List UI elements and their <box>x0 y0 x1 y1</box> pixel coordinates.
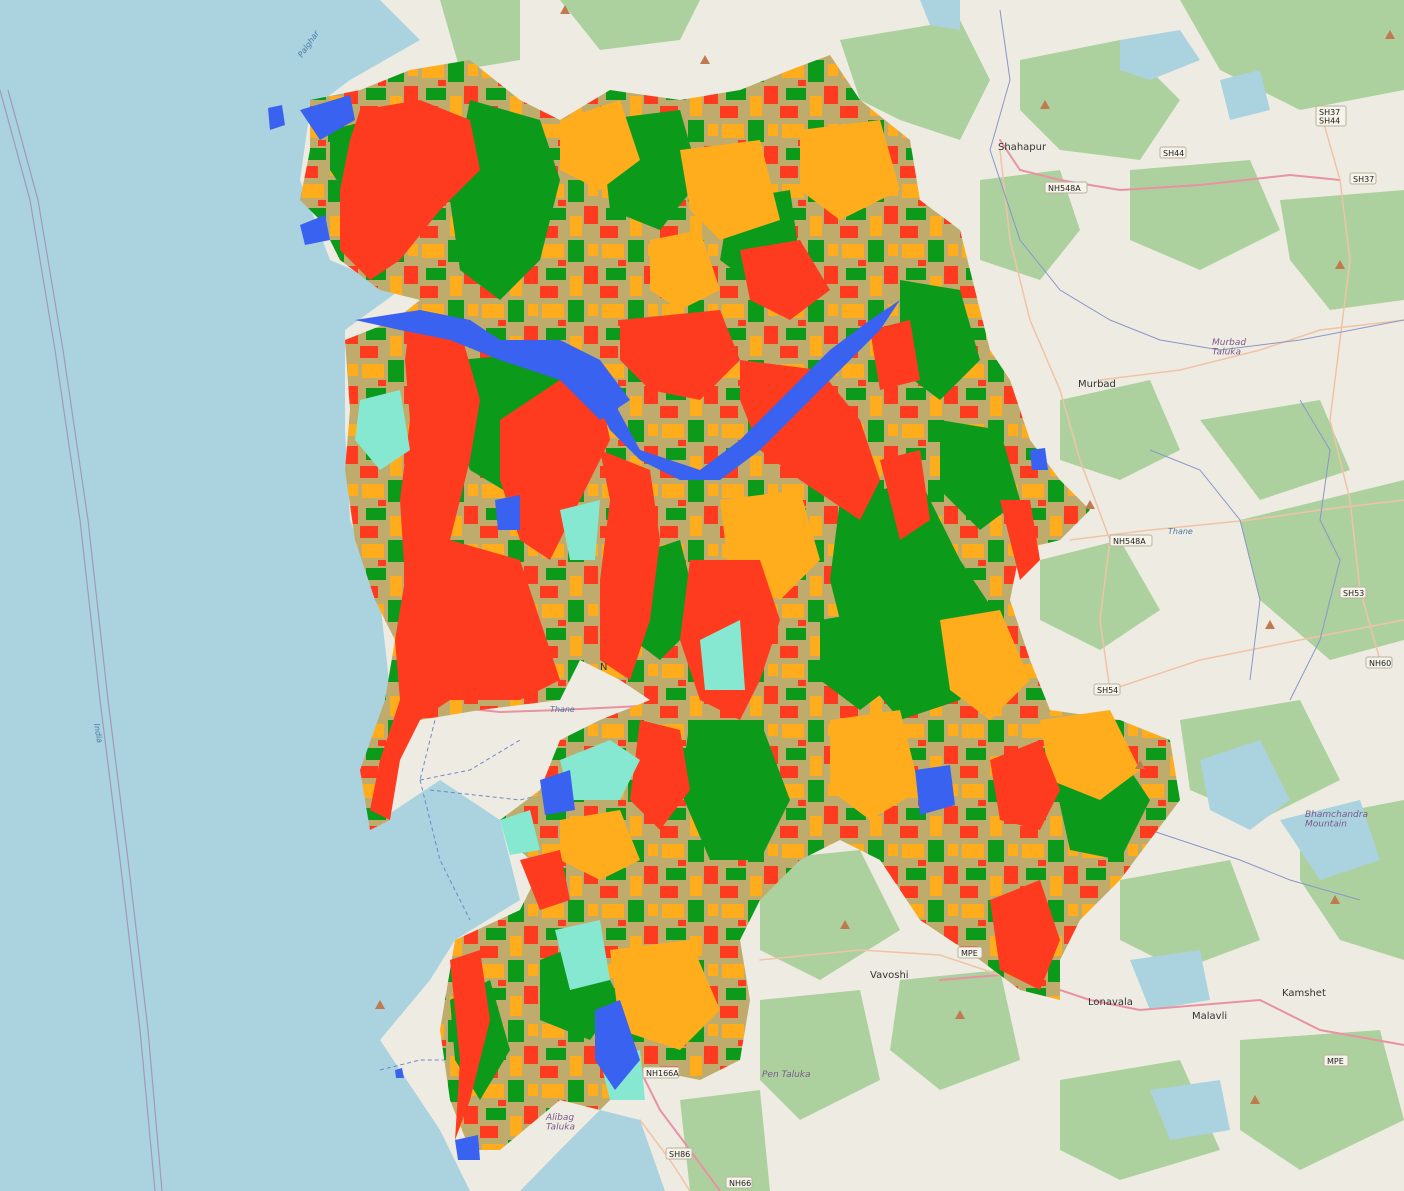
creek-label-thane: Thane <box>550 705 575 714</box>
road-shield: SH86 <box>665 1147 693 1160</box>
peak-icons <box>375 5 1395 1104</box>
road-label: NH60 <box>1369 659 1391 668</box>
road-label: SH37 SH44 <box>1319 108 1340 125</box>
place-n-label: N <box>600 662 607 673</box>
place-murbad-taluka: Murbad Taluka <box>1212 338 1246 357</box>
place-bhamchandra-mountain: Bhamchandra Mountain <box>1305 810 1368 829</box>
road-shield: NH166A <box>642 1066 680 1079</box>
road-label: NH166A <box>646 1069 679 1078</box>
road-shields: SH37 SH44 SH44 SH37 NH548A NH548A SH53 SH… <box>642 105 1393 1189</box>
road-shield: SH37 <box>1349 172 1377 185</box>
road-shield: SH53 <box>1339 586 1367 599</box>
place-lonavala[interactable]: Lonavala <box>1088 997 1133 1008</box>
place-vavoshi[interactable]: Vavoshi <box>870 970 909 981</box>
place-labels: Shahapur Murbad Murbad Taluka Vavoshi Lon… <box>92 29 1368 1133</box>
boundary-label-india: India <box>92 723 104 744</box>
road-label: NH66 <box>729 1179 751 1188</box>
builtup-areas <box>340 100 1060 1140</box>
landcover-overlay[interactable] <box>268 55 1180 1160</box>
road-label: SH37 <box>1353 175 1374 184</box>
rivers <box>989 9 1404 901</box>
road-label: NH548A <box>1048 184 1081 193</box>
place-murbad[interactable]: Murbad <box>1078 379 1116 390</box>
road-label: MPE <box>961 949 978 958</box>
road-shield: SH44 <box>1159 146 1187 159</box>
road-shield: MPE <box>1323 1054 1349 1067</box>
road-shield: NH548A <box>1109 534 1153 547</box>
road-label: SH44 <box>1163 149 1184 158</box>
road-shield: SH37 SH44 <box>1315 105 1347 127</box>
river-label-palghar: Palghar <box>296 29 321 60</box>
road-shield: NH66 <box>725 1176 753 1189</box>
place-alibag-taluka: Alibag Taluka <box>545 1113 575 1132</box>
road-label: SH86 <box>669 1150 690 1159</box>
road-label: SH54 <box>1097 686 1118 695</box>
place-kamshet[interactable]: Kamshet <box>1282 988 1326 999</box>
road-label: MPE <box>1327 1057 1344 1066</box>
road-label: NH548A <box>1113 537 1146 546</box>
road-shield: NH548A <box>1044 181 1088 194</box>
road-label: SH53 <box>1343 589 1364 598</box>
boundary-lines <box>0 89 163 1191</box>
place-malavli[interactable]: Malavli <box>1192 1011 1227 1022</box>
river-label-thane: Thane <box>1168 527 1193 536</box>
place-shahapur[interactable]: Shahapur <box>998 142 1047 153</box>
road-shield: MPE <box>957 946 983 959</box>
road-shield: NH60 <box>1365 656 1393 669</box>
wetland-areas <box>355 390 745 1100</box>
shipping-lanes <box>379 699 561 1071</box>
place-pen-taluka: Pen Taluka <box>762 1070 811 1080</box>
road-shield: SH54 <box>1093 683 1121 696</box>
water-bodies <box>268 95 1048 1160</box>
lakes <box>920 0 1380 1140</box>
